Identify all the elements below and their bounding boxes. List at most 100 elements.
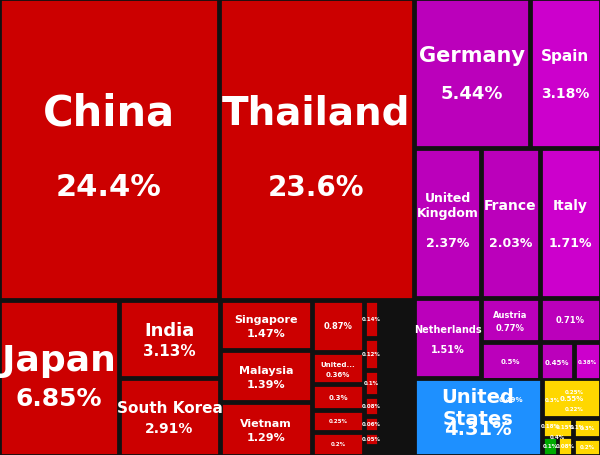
Bar bbox=[365, 397, 378, 415]
Text: 1.51%: 1.51% bbox=[431, 344, 464, 354]
Bar bbox=[365, 417, 378, 431]
Text: 0.22%: 0.22% bbox=[565, 407, 583, 412]
Bar bbox=[221, 403, 311, 455]
Text: 1.47%: 1.47% bbox=[247, 328, 286, 338]
Text: 0.3%: 0.3% bbox=[328, 394, 348, 400]
Bar bbox=[559, 419, 571, 435]
Bar bbox=[541, 417, 559, 435]
Bar bbox=[482, 150, 539, 298]
Text: 0.05%: 0.05% bbox=[362, 436, 381, 441]
Bar bbox=[543, 419, 572, 455]
Text: 0.3%: 0.3% bbox=[544, 398, 560, 403]
Text: Thailand: Thailand bbox=[222, 95, 411, 133]
Bar bbox=[120, 301, 219, 377]
Text: Vietnam: Vietnam bbox=[240, 418, 292, 428]
Bar bbox=[541, 150, 600, 298]
Bar bbox=[313, 433, 363, 455]
Bar bbox=[0, 0, 218, 299]
Bar bbox=[313, 385, 363, 409]
Text: 2.37%: 2.37% bbox=[426, 237, 469, 250]
Bar bbox=[531, 0, 600, 148]
Text: 0.2%: 0.2% bbox=[580, 445, 595, 450]
Text: 0.14%: 0.14% bbox=[362, 317, 381, 322]
Text: 0.2%: 0.2% bbox=[331, 441, 346, 446]
Text: Austria: Austria bbox=[493, 311, 527, 320]
Text: 0.49%: 0.49% bbox=[498, 396, 523, 402]
Text: France: France bbox=[484, 199, 537, 213]
Bar bbox=[482, 299, 539, 341]
Bar bbox=[220, 0, 413, 299]
Text: 3.18%: 3.18% bbox=[541, 86, 590, 101]
Text: 0.36%: 0.36% bbox=[326, 371, 350, 377]
Text: Netherlands: Netherlands bbox=[413, 324, 481, 334]
Bar bbox=[415, 150, 480, 298]
Bar bbox=[120, 379, 219, 455]
Text: 0.45%: 0.45% bbox=[545, 359, 569, 365]
Bar bbox=[313, 301, 363, 351]
Text: 0.87%: 0.87% bbox=[323, 322, 352, 331]
Text: 0.08%: 0.08% bbox=[362, 404, 381, 409]
Bar bbox=[558, 437, 572, 455]
Text: 0.1%: 0.1% bbox=[569, 425, 584, 430]
Bar bbox=[571, 419, 583, 435]
Text: 5.44%: 5.44% bbox=[441, 85, 503, 102]
Text: Singapore: Singapore bbox=[234, 314, 298, 324]
Text: 0.06%: 0.06% bbox=[362, 422, 381, 426]
Text: United...: United... bbox=[320, 362, 355, 368]
Text: South Korea: South Korea bbox=[116, 400, 223, 415]
Bar bbox=[565, 401, 583, 417]
Text: 3.13%: 3.13% bbox=[143, 343, 196, 358]
Bar bbox=[415, 0, 529, 148]
Text: Malaysia: Malaysia bbox=[239, 365, 293, 375]
Text: 0.08%: 0.08% bbox=[556, 444, 575, 449]
Text: 4.31%: 4.31% bbox=[444, 419, 512, 438]
Bar bbox=[221, 301, 311, 349]
Text: 0.25%: 0.25% bbox=[329, 419, 347, 424]
Bar bbox=[313, 353, 363, 383]
Bar bbox=[482, 343, 539, 379]
Text: 24.4%: 24.4% bbox=[56, 173, 162, 202]
Bar bbox=[415, 379, 541, 455]
Bar bbox=[565, 383, 583, 401]
Bar bbox=[365, 301, 378, 337]
Text: 2.03%: 2.03% bbox=[489, 237, 532, 250]
Text: Japan: Japan bbox=[2, 343, 116, 377]
Text: 0.71%: 0.71% bbox=[556, 316, 585, 325]
Text: 0.12%: 0.12% bbox=[362, 352, 381, 357]
Bar bbox=[574, 419, 600, 437]
Text: 23.6%: 23.6% bbox=[268, 174, 365, 202]
Text: 1.71%: 1.71% bbox=[549, 237, 592, 250]
Bar bbox=[365, 339, 378, 369]
Bar bbox=[541, 383, 563, 417]
Text: India: India bbox=[145, 321, 194, 339]
Text: 0.18%: 0.18% bbox=[541, 424, 560, 429]
Text: 0.25%: 0.25% bbox=[565, 389, 583, 394]
Text: 2.91%: 2.91% bbox=[145, 421, 194, 435]
Bar bbox=[415, 299, 480, 377]
Bar bbox=[543, 437, 557, 455]
Text: 1.29%: 1.29% bbox=[247, 432, 286, 442]
Bar bbox=[221, 351, 311, 401]
Bar bbox=[543, 379, 600, 417]
Text: United
Kingdom: United Kingdom bbox=[416, 192, 478, 220]
Text: Germany: Germany bbox=[419, 46, 525, 66]
Text: 0.1%: 0.1% bbox=[364, 381, 379, 386]
Text: 0.4%: 0.4% bbox=[550, 435, 565, 440]
Text: 0.3%: 0.3% bbox=[580, 425, 595, 430]
Text: Spain: Spain bbox=[541, 49, 590, 64]
Text: 0.38%: 0.38% bbox=[578, 360, 597, 365]
Text: 0.1%: 0.1% bbox=[542, 444, 557, 449]
Bar bbox=[541, 343, 573, 381]
Text: China: China bbox=[43, 93, 175, 135]
Text: Italy: Italy bbox=[553, 199, 588, 213]
Text: 6.85%: 6.85% bbox=[16, 387, 102, 410]
Bar bbox=[0, 301, 118, 455]
Text: 0.5%: 0.5% bbox=[501, 358, 520, 364]
Bar bbox=[541, 299, 600, 341]
Bar bbox=[365, 371, 378, 395]
Bar bbox=[575, 343, 600, 381]
Text: United
States: United States bbox=[442, 388, 514, 429]
Bar bbox=[365, 433, 378, 445]
Text: 0.55%: 0.55% bbox=[559, 395, 584, 401]
Text: 0.15%: 0.15% bbox=[556, 425, 575, 430]
